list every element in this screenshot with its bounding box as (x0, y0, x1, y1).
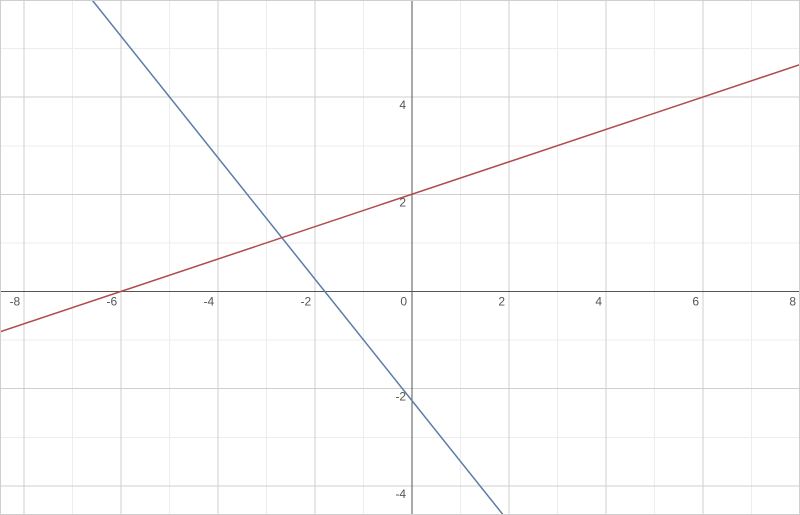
x-tick-label: -8 (10, 295, 21, 309)
x-tick-label: 8 (789, 295, 796, 309)
x-tick-label: -4 (204, 295, 215, 309)
x-tick-label: 0 (400, 295, 407, 309)
x-tick-label: 6 (692, 295, 699, 309)
x-tick-label: 2 (498, 295, 505, 309)
chart-svg: -8-6-4-202468-4-224 (0, 0, 800, 515)
coordinate-plane-chart: -8-6-4-202468-4-224 (0, 0, 800, 515)
x-tick-label: 4 (595, 295, 602, 309)
x-tick-label: -2 (300, 295, 311, 309)
y-tick-label: -4 (395, 487, 406, 501)
x-tick-label: -6 (107, 295, 118, 309)
y-tick-label: 4 (399, 98, 406, 112)
